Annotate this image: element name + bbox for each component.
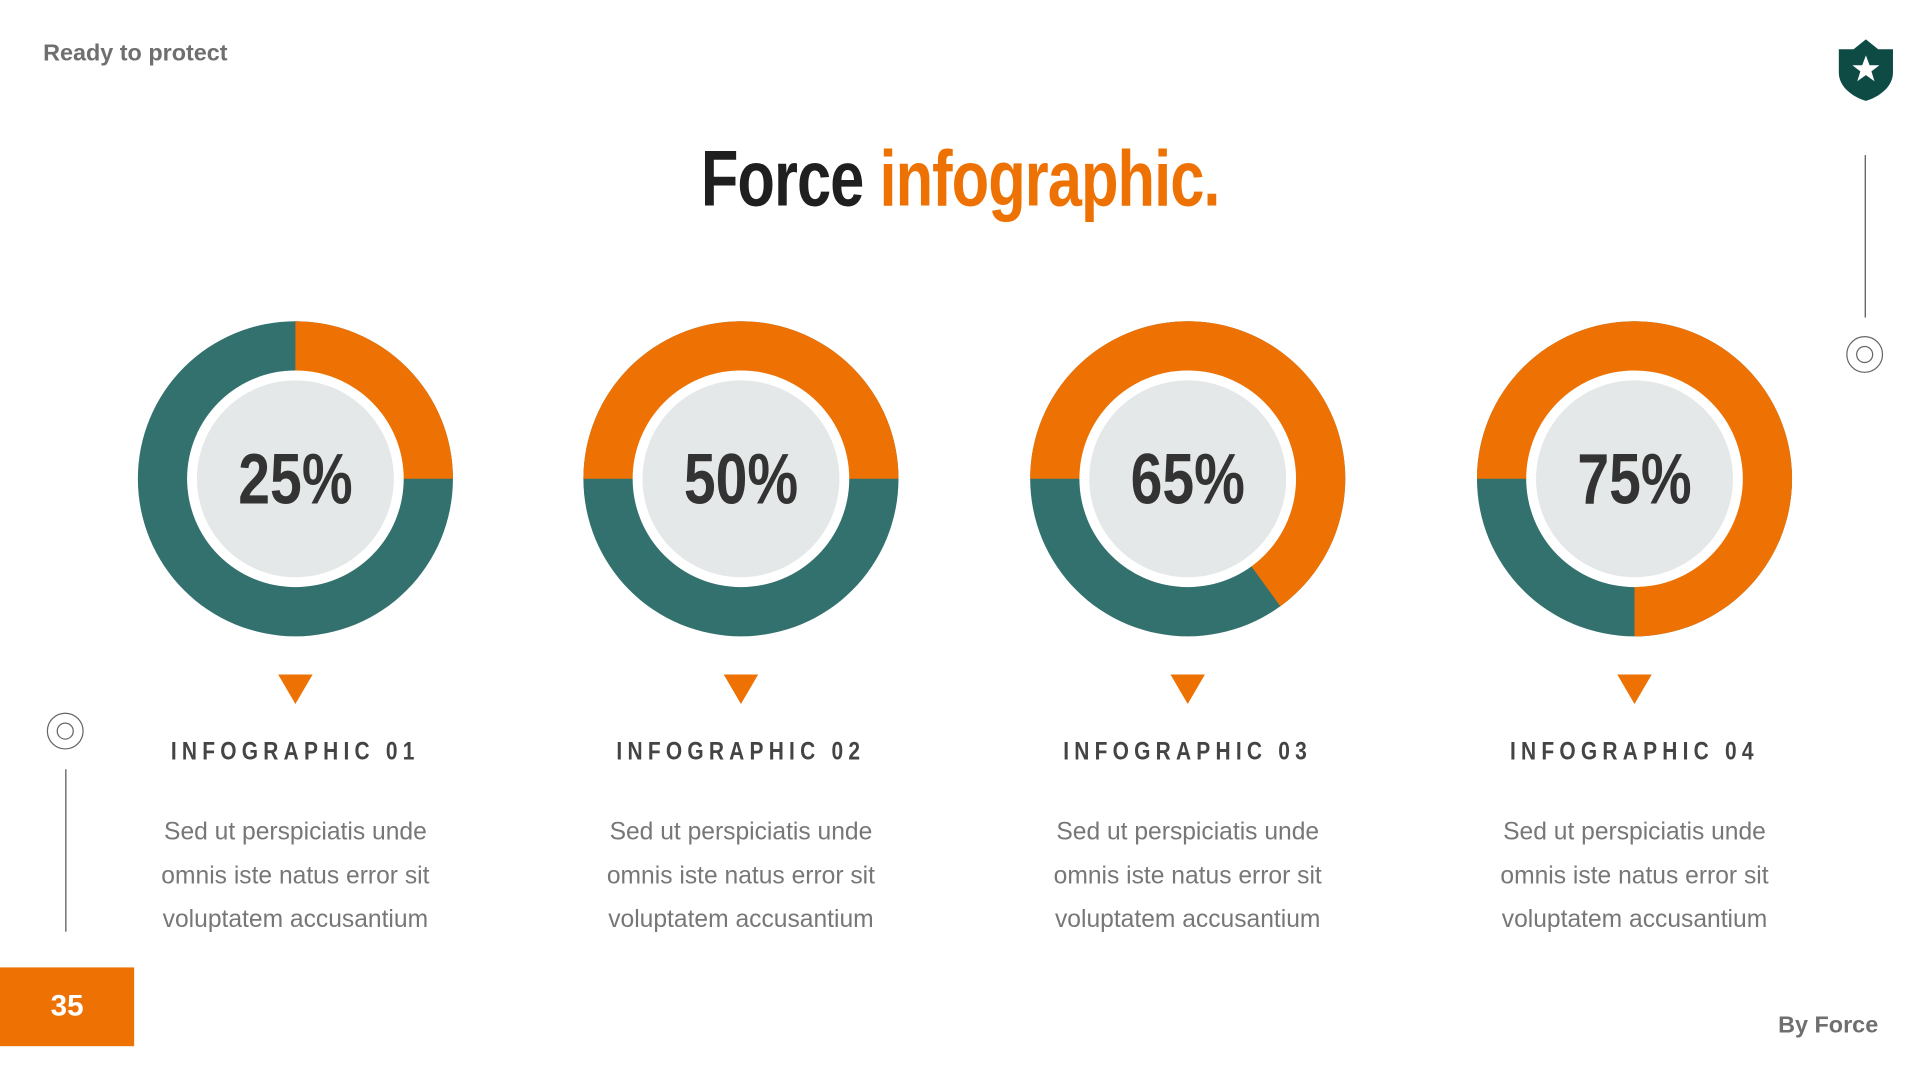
description-line: voluptatem accusantium — [608, 905, 874, 933]
description-line: Sed ut perspiciatis unde — [1056, 818, 1320, 846]
percent-label: 25% — [238, 439, 353, 520]
tagline: Ready to protect — [43, 40, 228, 67]
donut-center — [1536, 380, 1733, 578]
pointer-triangle-icon — [1170, 674, 1205, 705]
page-title: Force infographic. — [0, 133, 1920, 224]
title-part-1: Force — [700, 134, 864, 223]
pointer-triangle-icon — [1617, 674, 1652, 705]
donut-chart — [583, 321, 899, 637]
pointer-triangle-icon — [723, 674, 759, 705]
infographic-description: Sed ut perspiciatis unde omnis iste natu… — [556, 811, 925, 942]
infographic-description: Sed ut perspiciatis unde omnis iste natu… — [1450, 811, 1819, 942]
description-line: omnis iste natus error sit — [1053, 862, 1322, 890]
description-line: Sed ut perspiciatis unde — [164, 818, 427, 846]
description-line: Sed ut perspiciatis unde — [609, 818, 873, 846]
pointer-triangle-icon — [278, 674, 313, 705]
infographic-1: 25% INFOGRAPHIC 01 Sed ut perspiciatis u… — [111, 320, 480, 942]
divider-line — [1864, 155, 1866, 318]
credit: By Force — [1778, 1012, 1879, 1039]
infographic-2: 50% INFOGRAPHIC 02 Sed ut perspiciatis u… — [556, 320, 925, 942]
donut-center — [1089, 380, 1287, 578]
infographic-title: INFOGRAPHIC 02 — [616, 738, 866, 766]
donut-chart — [1476, 321, 1793, 637]
description-line: omnis iste natus error sit — [1500, 862, 1769, 890]
description-line: Sed ut perspiciatis unde — [1503, 818, 1766, 846]
donut-value-arc — [1476, 321, 1793, 637]
description-line: omnis iste natus error sit — [161, 862, 430, 890]
infographic-description: Sed ut perspiciatis unde omnis iste natu… — [1003, 811, 1372, 942]
description-line: voluptatem accusantium — [1501, 905, 1768, 933]
description-line: omnis iste natus error sit — [606, 862, 876, 890]
shield-star-icon — [1838, 39, 1893, 101]
ring-decoration — [1846, 336, 1884, 373]
infographic-description: Sed ut perspiciatis unde omnis iste natu… — [111, 811, 480, 942]
title-part-2: infographic. — [879, 134, 1220, 223]
description-line: voluptatem accusantium — [162, 905, 429, 933]
donut-chart — [137, 321, 453, 637]
description-line: voluptatem accusantium — [1054, 905, 1321, 933]
page-number: 35 — [0, 967, 135, 1047]
percent-label: 65% — [1130, 439, 1245, 520]
donut-center — [642, 380, 840, 578]
infographic-4: 75% INFOGRAPHIC 04 Sed ut perspiciatis u… — [1450, 320, 1819, 942]
infographic-title: INFOGRAPHIC 03 — [1063, 738, 1313, 766]
infographic-title: INFOGRAPHIC 04 — [1510, 738, 1759, 766]
percent-label: 75% — [1577, 439, 1692, 520]
infographic-3: 65% INFOGRAPHIC 03 Sed ut perspiciatis u… — [1003, 320, 1372, 942]
donut-center — [196, 380, 394, 578]
percent-label: 50% — [683, 439, 799, 520]
ring-decoration — [46, 712, 84, 750]
donut-chart — [1030, 321, 1346, 637]
divider-line — [65, 769, 67, 932]
infographic-title: INFOGRAPHIC 01 — [170, 738, 420, 766]
